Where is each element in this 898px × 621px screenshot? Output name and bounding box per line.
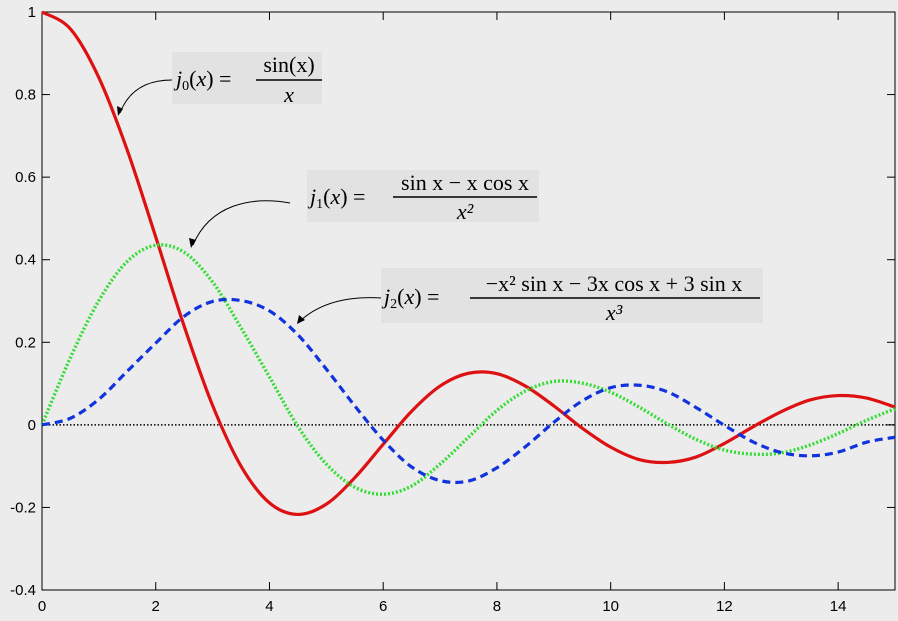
x-tick-label: 0	[38, 598, 46, 615]
arrow-j2	[298, 297, 383, 323]
annotation-j1-lhs: j1(x) =	[307, 184, 365, 212]
y-tick-label: 0.8	[15, 87, 36, 104]
annotation-j2: j2(x) = −x² sin x − 3x cos x + 3 sin x x…	[381, 268, 763, 325]
annotation-j2-lhs: j2(x) =	[381, 284, 439, 312]
y-tick-label: 0.6	[15, 169, 36, 186]
y-tick-label: 0	[28, 417, 36, 434]
annotation-j0-lhs: j0(x) =	[173, 66, 231, 94]
series-line-2	[41, 297, 896, 485]
arrowhead-j2	[297, 315, 305, 324]
annotation-j0-numerator: sin(x)	[263, 52, 314, 77]
series-line-0	[41, 10, 896, 517]
plot-frame	[41, 11, 896, 591]
x-tick-label: 8	[493, 598, 501, 615]
y-tick-label: 0.4	[15, 252, 36, 269]
annotation-j2-denominator: x³	[605, 300, 623, 325]
annotation-j0-box	[172, 52, 322, 104]
ticks-layer: 0 2 4 6 8 10 12 14 -0.4 -0.2 0 0.2 0.4 0.6 0.8 1	[10, 4, 895, 615]
annotation-j1: j1(x) = sin x − x cos x x²	[307, 170, 539, 224]
annotation-j2-numerator: −x² sin x − 3x cos x + 3 sin x	[486, 271, 743, 296]
x-tick-label: 12	[716, 598, 733, 615]
annotation-j0: j0(x) = sin(x) x	[172, 52, 322, 107]
annotation-j1-numerator: sin x − x cos x	[401, 170, 529, 195]
x-tick-label: 6	[379, 598, 387, 615]
annotation-j2-box	[381, 268, 763, 323]
x-tick-label: 14	[830, 598, 847, 615]
arrow-j1	[192, 200, 291, 246]
series-line-1	[40, 243, 896, 496]
y-tick-label: 1	[28, 4, 36, 21]
y-tick-label: 0.2	[15, 334, 36, 351]
y-tick-label: -0.4	[10, 582, 36, 599]
arrowhead-j0	[117, 106, 123, 116]
arrow-j0	[119, 79, 173, 114]
arrowhead-j1	[189, 238, 196, 248]
x-tick-label: 2	[152, 598, 160, 615]
series-layer	[40, 10, 896, 517]
x-tick-label: 10	[602, 598, 619, 615]
annotation-j1-box	[307, 170, 539, 222]
annotation-j1-denominator: x²	[456, 199, 474, 224]
annotation-j0-denominator: x	[283, 82, 294, 107]
x-tick-label: 4	[265, 598, 273, 615]
annotation-arrowheads	[117, 106, 305, 324]
y-tick-label: -0.2	[10, 499, 36, 516]
annotation-arrows	[119, 79, 383, 323]
